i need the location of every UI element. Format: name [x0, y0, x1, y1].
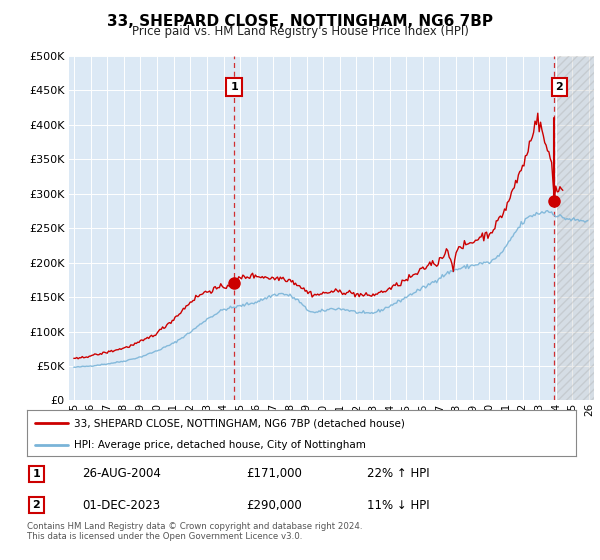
- Text: 2: 2: [556, 82, 563, 92]
- Text: 01-DEC-2023: 01-DEC-2023: [82, 498, 160, 512]
- Text: £171,000: £171,000: [247, 468, 302, 480]
- Text: Contains HM Land Registry data © Crown copyright and database right 2024.
This d: Contains HM Land Registry data © Crown c…: [27, 522, 362, 542]
- Text: £290,000: £290,000: [247, 498, 302, 512]
- Text: 11% ↓ HPI: 11% ↓ HPI: [367, 498, 430, 512]
- Text: 1: 1: [32, 469, 40, 479]
- Text: 1: 1: [230, 82, 238, 92]
- Bar: [557, 56, 594, 400]
- Text: Price paid vs. HM Land Registry's House Price Index (HPI): Price paid vs. HM Land Registry's House …: [131, 25, 469, 38]
- Text: 33, SHEPARD CLOSE, NOTTINGHAM, NG6 7BP: 33, SHEPARD CLOSE, NOTTINGHAM, NG6 7BP: [107, 14, 493, 29]
- Text: HPI: Average price, detached house, City of Nottingham: HPI: Average price, detached house, City…: [74, 440, 365, 450]
- Text: 2: 2: [32, 500, 40, 510]
- Text: 33, SHEPARD CLOSE, NOTTINGHAM, NG6 7BP (detached house): 33, SHEPARD CLOSE, NOTTINGHAM, NG6 7BP (…: [74, 418, 404, 428]
- Text: 22% ↑ HPI: 22% ↑ HPI: [367, 468, 430, 480]
- Text: 26-AUG-2004: 26-AUG-2004: [82, 468, 161, 480]
